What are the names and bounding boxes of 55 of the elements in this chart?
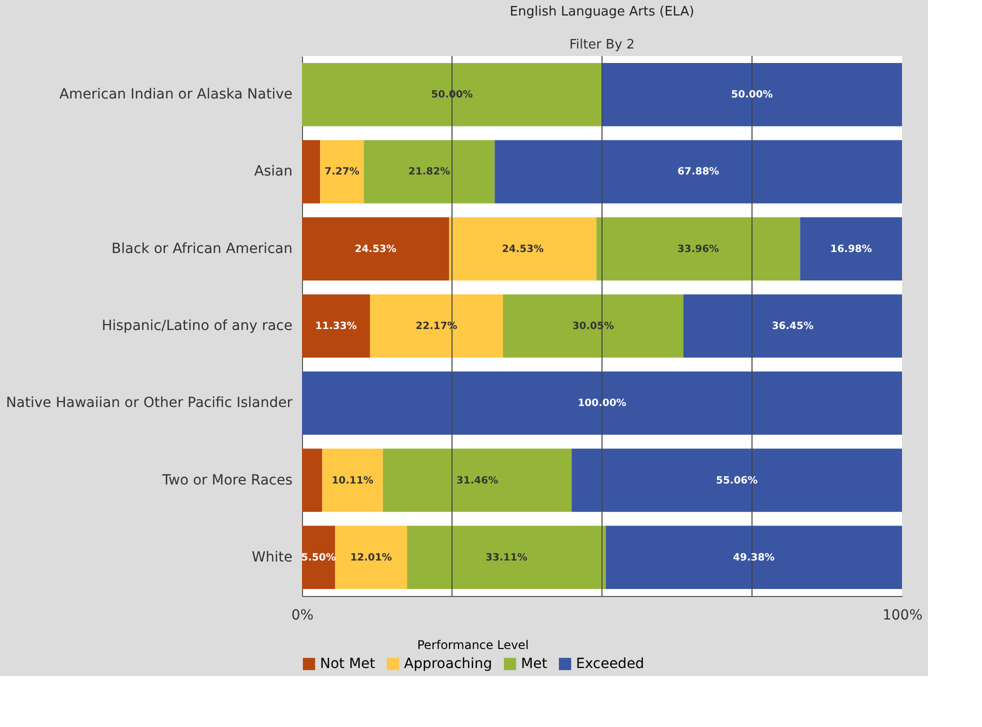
data-label: 50.00% <box>731 90 773 101</box>
bar <box>683 294 902 358</box>
y-tick-label: Asian <box>254 164 292 180</box>
y-tick-label: American Indian or Alaska Native <box>59 86 292 103</box>
data-label: 31.46% <box>456 475 498 486</box>
y-tick-label: Two or More Races <box>161 472 292 488</box>
bar <box>302 140 320 204</box>
data-label: 55.06% <box>716 475 758 486</box>
bar <box>320 140 364 204</box>
data-label: 24.53% <box>502 244 544 255</box>
text: Filter By 2 <box>569 38 635 52</box>
data-label: 7.27% <box>324 166 360 178</box>
legend-label: Approaching <box>404 656 492 672</box>
data-label: 10.11% <box>332 475 374 486</box>
bar <box>800 217 902 280</box>
bar <box>370 294 503 358</box>
y-tick-label: Native Hawaiian or Other Pacific Islander <box>6 395 293 412</box>
data-label: 24.53% <box>354 244 396 255</box>
bar <box>335 526 408 590</box>
bar <box>606 526 902 590</box>
bar <box>302 372 902 435</box>
x-tick-label: 100% <box>882 608 923 624</box>
bar <box>494 140 902 204</box>
bar <box>602 62 902 126</box>
data-label: 100.00% <box>578 398 626 410</box>
bar <box>382 448 572 512</box>
bar <box>302 217 450 280</box>
legend-label: Exceeded <box>576 656 644 672</box>
data-label: 12.01% <box>350 552 392 564</box>
data-label: 11.33% <box>315 321 357 332</box>
bar <box>596 217 800 280</box>
legend-title: Performance Level <box>417 638 529 652</box>
legend-label: Met <box>521 656 548 672</box>
x-tick-label: 0% <box>291 608 314 624</box>
bar <box>302 294 370 358</box>
data-label: 49.38% <box>733 552 775 564</box>
y-tick-label: Hispanic/Latino of any race <box>102 318 292 334</box>
data-label: 33.96% <box>677 244 720 255</box>
data-label: 67.88% <box>678 166 720 178</box>
bar <box>572 448 902 512</box>
bar <box>503 294 684 358</box>
bar <box>302 448 322 512</box>
legend-label: Not Met <box>320 656 376 672</box>
data-label: 33.11% <box>486 552 528 564</box>
bar <box>364 140 495 204</box>
data-label: 16.98% <box>830 244 872 255</box>
data-label: 36.45% <box>772 321 814 332</box>
bar <box>449 217 596 280</box>
chart-title: English Language Arts (ELA) <box>510 4 694 20</box>
y-tick-label: Black or African American <box>112 240 292 257</box>
y-tick-label: White <box>252 549 292 566</box>
bar <box>302 62 602 126</box>
bar <box>322 448 383 512</box>
data-label: 21.82% <box>408 166 450 178</box>
bar <box>407 526 606 590</box>
